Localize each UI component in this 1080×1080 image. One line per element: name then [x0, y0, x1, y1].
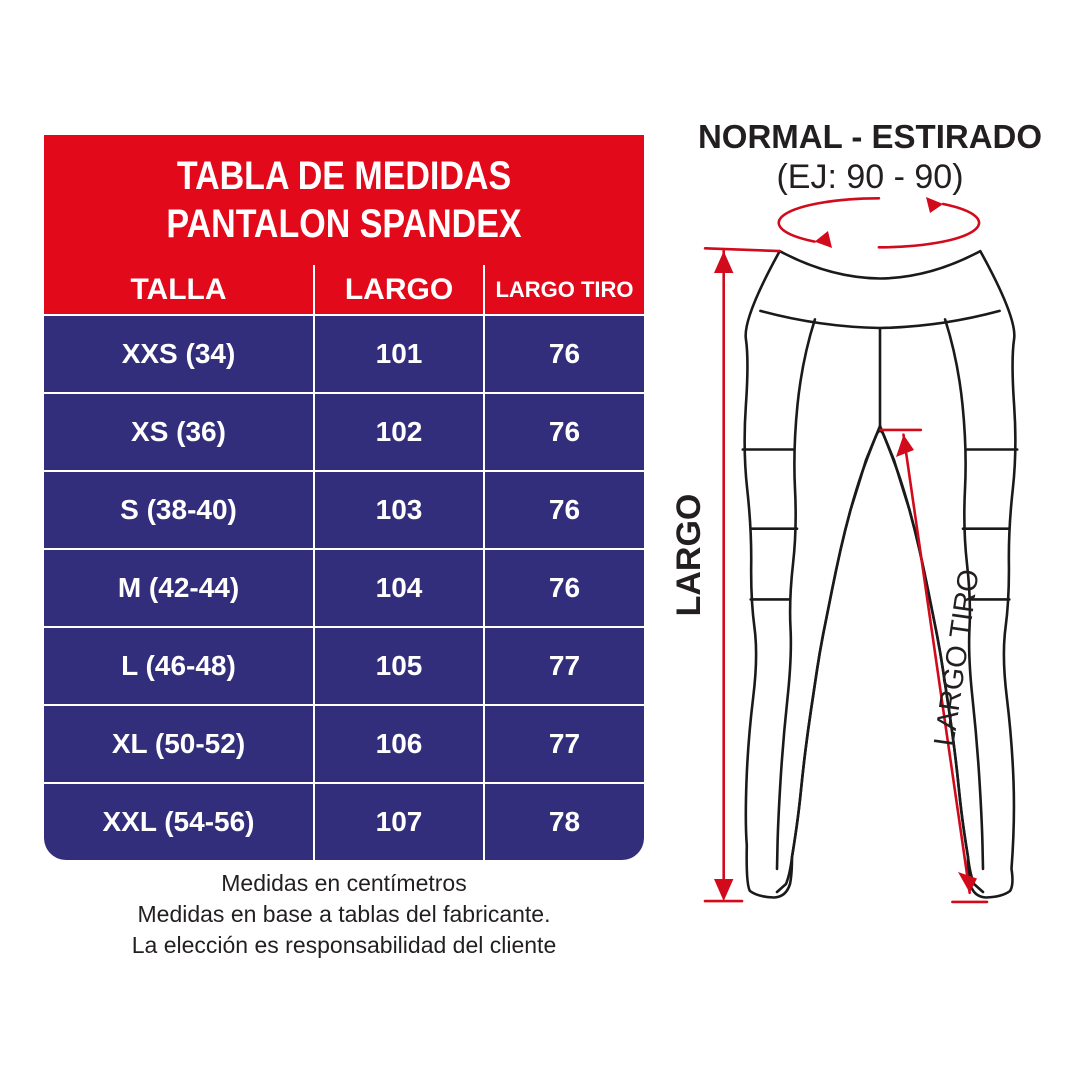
svg-text:LARGO: LARGO	[670, 494, 708, 617]
svg-text:LARGO TIRO: LARGO TIRO	[929, 567, 986, 748]
